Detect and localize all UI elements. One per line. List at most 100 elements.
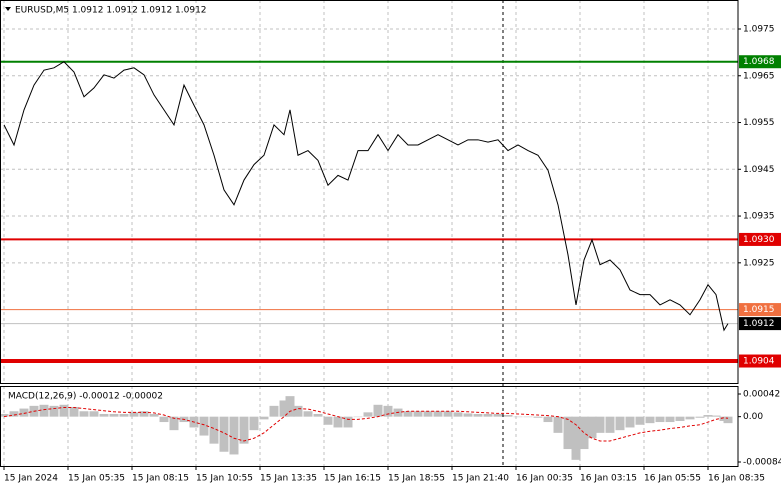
- x-tick-label: 16 Jan 00:35: [516, 474, 573, 484]
- macd-title: MACD(12,26,9) -0.00012 -0.00002: [8, 392, 163, 402]
- macd-bar: [259, 416, 269, 420]
- macd-bar: [159, 416, 169, 423]
- macd-bar: [59, 404, 69, 417]
- macd-bar: [413, 411, 423, 417]
- macd-bar: [313, 413, 323, 417]
- level-label-box: [739, 354, 781, 368]
- level-label-box: [739, 303, 781, 317]
- y-tick-label: 1.0955: [743, 118, 775, 128]
- macd-bar: [0, 413, 9, 417]
- macd-bar: [89, 411, 99, 417]
- macd-panel-border: [0, 386, 739, 467]
- macd-bar: [723, 416, 733, 424]
- macd-bar: [79, 411, 89, 417]
- x-tick-label: 15 Jan 2024: [4, 474, 58, 484]
- chart-title: EURUSD,M5 1.0912 1.0912 1.0912 1.0912: [15, 6, 207, 16]
- macd-bar: [9, 411, 19, 417]
- macd-bar: [229, 416, 239, 455]
- macd-bar: [483, 413, 493, 417]
- macd-bar: [605, 416, 615, 433]
- macd-bar: [665, 416, 675, 423]
- macd-bar: [149, 413, 159, 417]
- macd-bar: [463, 413, 473, 417]
- macd-bar: [199, 416, 209, 436]
- macd-bar: [563, 416, 573, 450]
- y-tick-label: -0.00084: [743, 458, 781, 468]
- level-label: 1.0904: [743, 357, 775, 367]
- macd-bar: [503, 415, 513, 417]
- macd-bar: [129, 412, 139, 417]
- macd-bar: [119, 413, 129, 417]
- x-tick-label: 15 Jan 13:35: [260, 474, 317, 484]
- main-panel-border: [0, 0, 739, 384]
- macd-bar: [423, 411, 433, 417]
- macd-bar: [363, 412, 373, 417]
- level-label-box: [739, 55, 781, 69]
- x-tick-label: 15 Jan 05:35: [68, 474, 125, 484]
- macd-bar: [293, 405, 303, 417]
- macd-bar: [543, 416, 553, 423]
- y-tick-label: 0.00042: [743, 389, 780, 399]
- macd-bar: [279, 400, 289, 417]
- macd-bar: [523, 416, 533, 418]
- macd-bar: [373, 404, 383, 417]
- x-tick-label: 15 Jan 16:15: [324, 474, 381, 484]
- macd-bar: [239, 416, 249, 444]
- macd-bar: [169, 416, 179, 431]
- macd-bar: [249, 416, 259, 431]
- level-label: 1.0915: [743, 305, 775, 315]
- macd-bar: [703, 415, 713, 417]
- level-label: 1.0930: [743, 235, 775, 245]
- macd-bar: [685, 416, 695, 420]
- macd-bar: [493, 413, 503, 417]
- macd-bar: [19, 408, 29, 417]
- macd-bar: [109, 413, 119, 417]
- x-tick-label: 16 Jan 03:15: [580, 474, 637, 484]
- price-line: [3, 61, 729, 332]
- macd-bar: [285, 396, 295, 417]
- macd-bar: [443, 411, 453, 417]
- macd-bar: [625, 416, 635, 428]
- macd-bar: [579, 416, 589, 450]
- macd-bar: [473, 413, 483, 417]
- macd-bar: [635, 416, 645, 425]
- macd-bar: [403, 411, 413, 417]
- macd-bar: [219, 416, 229, 452]
- x-tick-label: 16 Jan 08:35: [708, 474, 765, 484]
- macd-bar: [587, 416, 597, 439]
- level-label-box: [739, 232, 781, 246]
- macd-bar: [343, 416, 353, 428]
- macd-bar: [209, 416, 219, 444]
- macd-bar: [695, 416, 705, 418]
- x-tick-label: 15 Jan 18:55: [388, 474, 445, 484]
- macd-bar: [711, 415, 721, 417]
- macd-bar: [533, 416, 543, 418]
- y-tick-label: 1.0945: [743, 165, 775, 175]
- macd-bar: [99, 413, 109, 417]
- macd-bar: [383, 405, 393, 417]
- macd-bar: [433, 411, 443, 417]
- x-tick-label: 15 Jan 21:40: [452, 474, 509, 484]
- y-tick-label: 1.0925: [743, 258, 775, 268]
- macd-bar: [513, 416, 523, 418]
- macd-bar: [353, 416, 363, 418]
- x-tick-label: 16 Jan 05:55: [644, 474, 701, 484]
- macd-bar: [571, 416, 581, 460]
- y-tick-label: 1.0965: [743, 71, 775, 81]
- macd-bar: [655, 416, 665, 423]
- x-tick-label: 15 Jan 10:55: [196, 474, 253, 484]
- y-tick-label: 1.0935: [743, 212, 775, 222]
- level-label: 1.0912: [743, 319, 775, 329]
- macd-bar: [269, 405, 279, 417]
- macd-bar: [615, 416, 625, 431]
- level-label-box: [739, 317, 781, 331]
- y-tick-label: 1.0975: [743, 24, 775, 34]
- macd-bar: [675, 416, 685, 421]
- macd-bar: [323, 416, 333, 425]
- macd-signal-line: [3, 406, 729, 442]
- macd-bar: [453, 412, 463, 417]
- macd-bar: [645, 416, 655, 424]
- level-label: 1.0968: [743, 57, 775, 67]
